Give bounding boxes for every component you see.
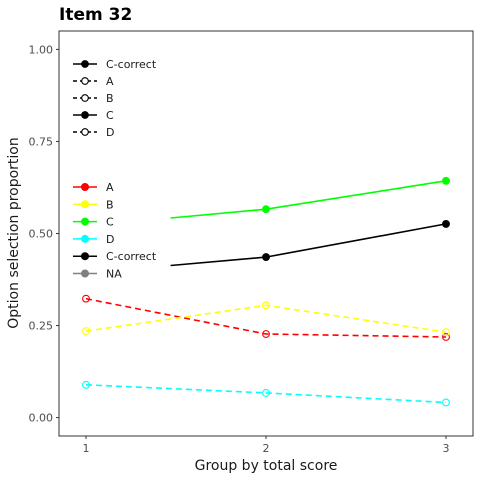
y-tick-label: 0.25 (29, 320, 54, 333)
y-tick-label: 0.50 (29, 228, 54, 241)
legend-marker-c (81, 111, 89, 119)
axes: 0.00 0.25 0.50 0.75 1.00 1 2 3 (29, 30, 474, 455)
data-point-a (442, 333, 450, 341)
series-line-d (85, 384, 447, 404)
legend-marker-a (81, 77, 89, 85)
data-point-c-correct (442, 219, 450, 228)
legend-label-c-correct: C-correct (106, 58, 157, 71)
legend-marker-c-correct (81, 60, 89, 68)
legend-label-a: A (106, 181, 114, 194)
data-point-b (82, 327, 90, 336)
data-point-b (442, 328, 450, 337)
legend-marker-b (81, 94, 89, 102)
series-line-c (170, 180, 447, 219)
legend-marker-a (81, 183, 89, 191)
series-line-a (85, 297, 447, 338)
data-point-c-correct (262, 253, 270, 262)
legend-label-c-correct: C-correct (106, 250, 157, 263)
legend-label-c: C (106, 109, 114, 122)
data-point-a (82, 294, 90, 303)
series-layer (82, 176, 450, 407)
legend-label-d: D (106, 126, 114, 139)
series-line-c-correct (170, 223, 447, 267)
y-tick-label: 0.75 (29, 135, 54, 148)
legend-label-na: NA (106, 268, 122, 281)
y-axis-title: Option selection proportion (6, 137, 22, 328)
legend-label-b: B (106, 198, 114, 211)
legend-label-a: A (106, 75, 114, 88)
plot-panel (58, 30, 474, 437)
legend-marker-c (81, 217, 89, 226)
x-axis-title: Group by total score (195, 458, 338, 474)
y-tick-label: 1.00 (29, 43, 54, 56)
y-tick-label: 0.00 (29, 412, 54, 425)
data-point-c (262, 205, 270, 214)
series-line-b (85, 304, 447, 333)
data-point-b (262, 301, 270, 310)
legend-label-c: C (106, 216, 114, 229)
data-point-d (82, 380, 90, 389)
x-tick-label: 3 (443, 442, 450, 455)
legend-label-d: D (106, 233, 114, 246)
legend-marker-d (81, 234, 89, 243)
legend-marker-d (81, 128, 89, 136)
x-tick-label: 2 (263, 442, 270, 455)
legend-marker-b (81, 200, 89, 209)
legend-label-b: B (106, 92, 114, 105)
legend-marker-c-correct (81, 252, 89, 261)
data-point-d (262, 388, 270, 397)
data-point-c (442, 176, 450, 185)
chart-title: Item 32 (59, 5, 132, 25)
legend-marker-na (81, 269, 89, 278)
x-tick-label: 1 (83, 442, 90, 455)
data-point-a (262, 330, 270, 338)
data-point-d (442, 398, 450, 407)
